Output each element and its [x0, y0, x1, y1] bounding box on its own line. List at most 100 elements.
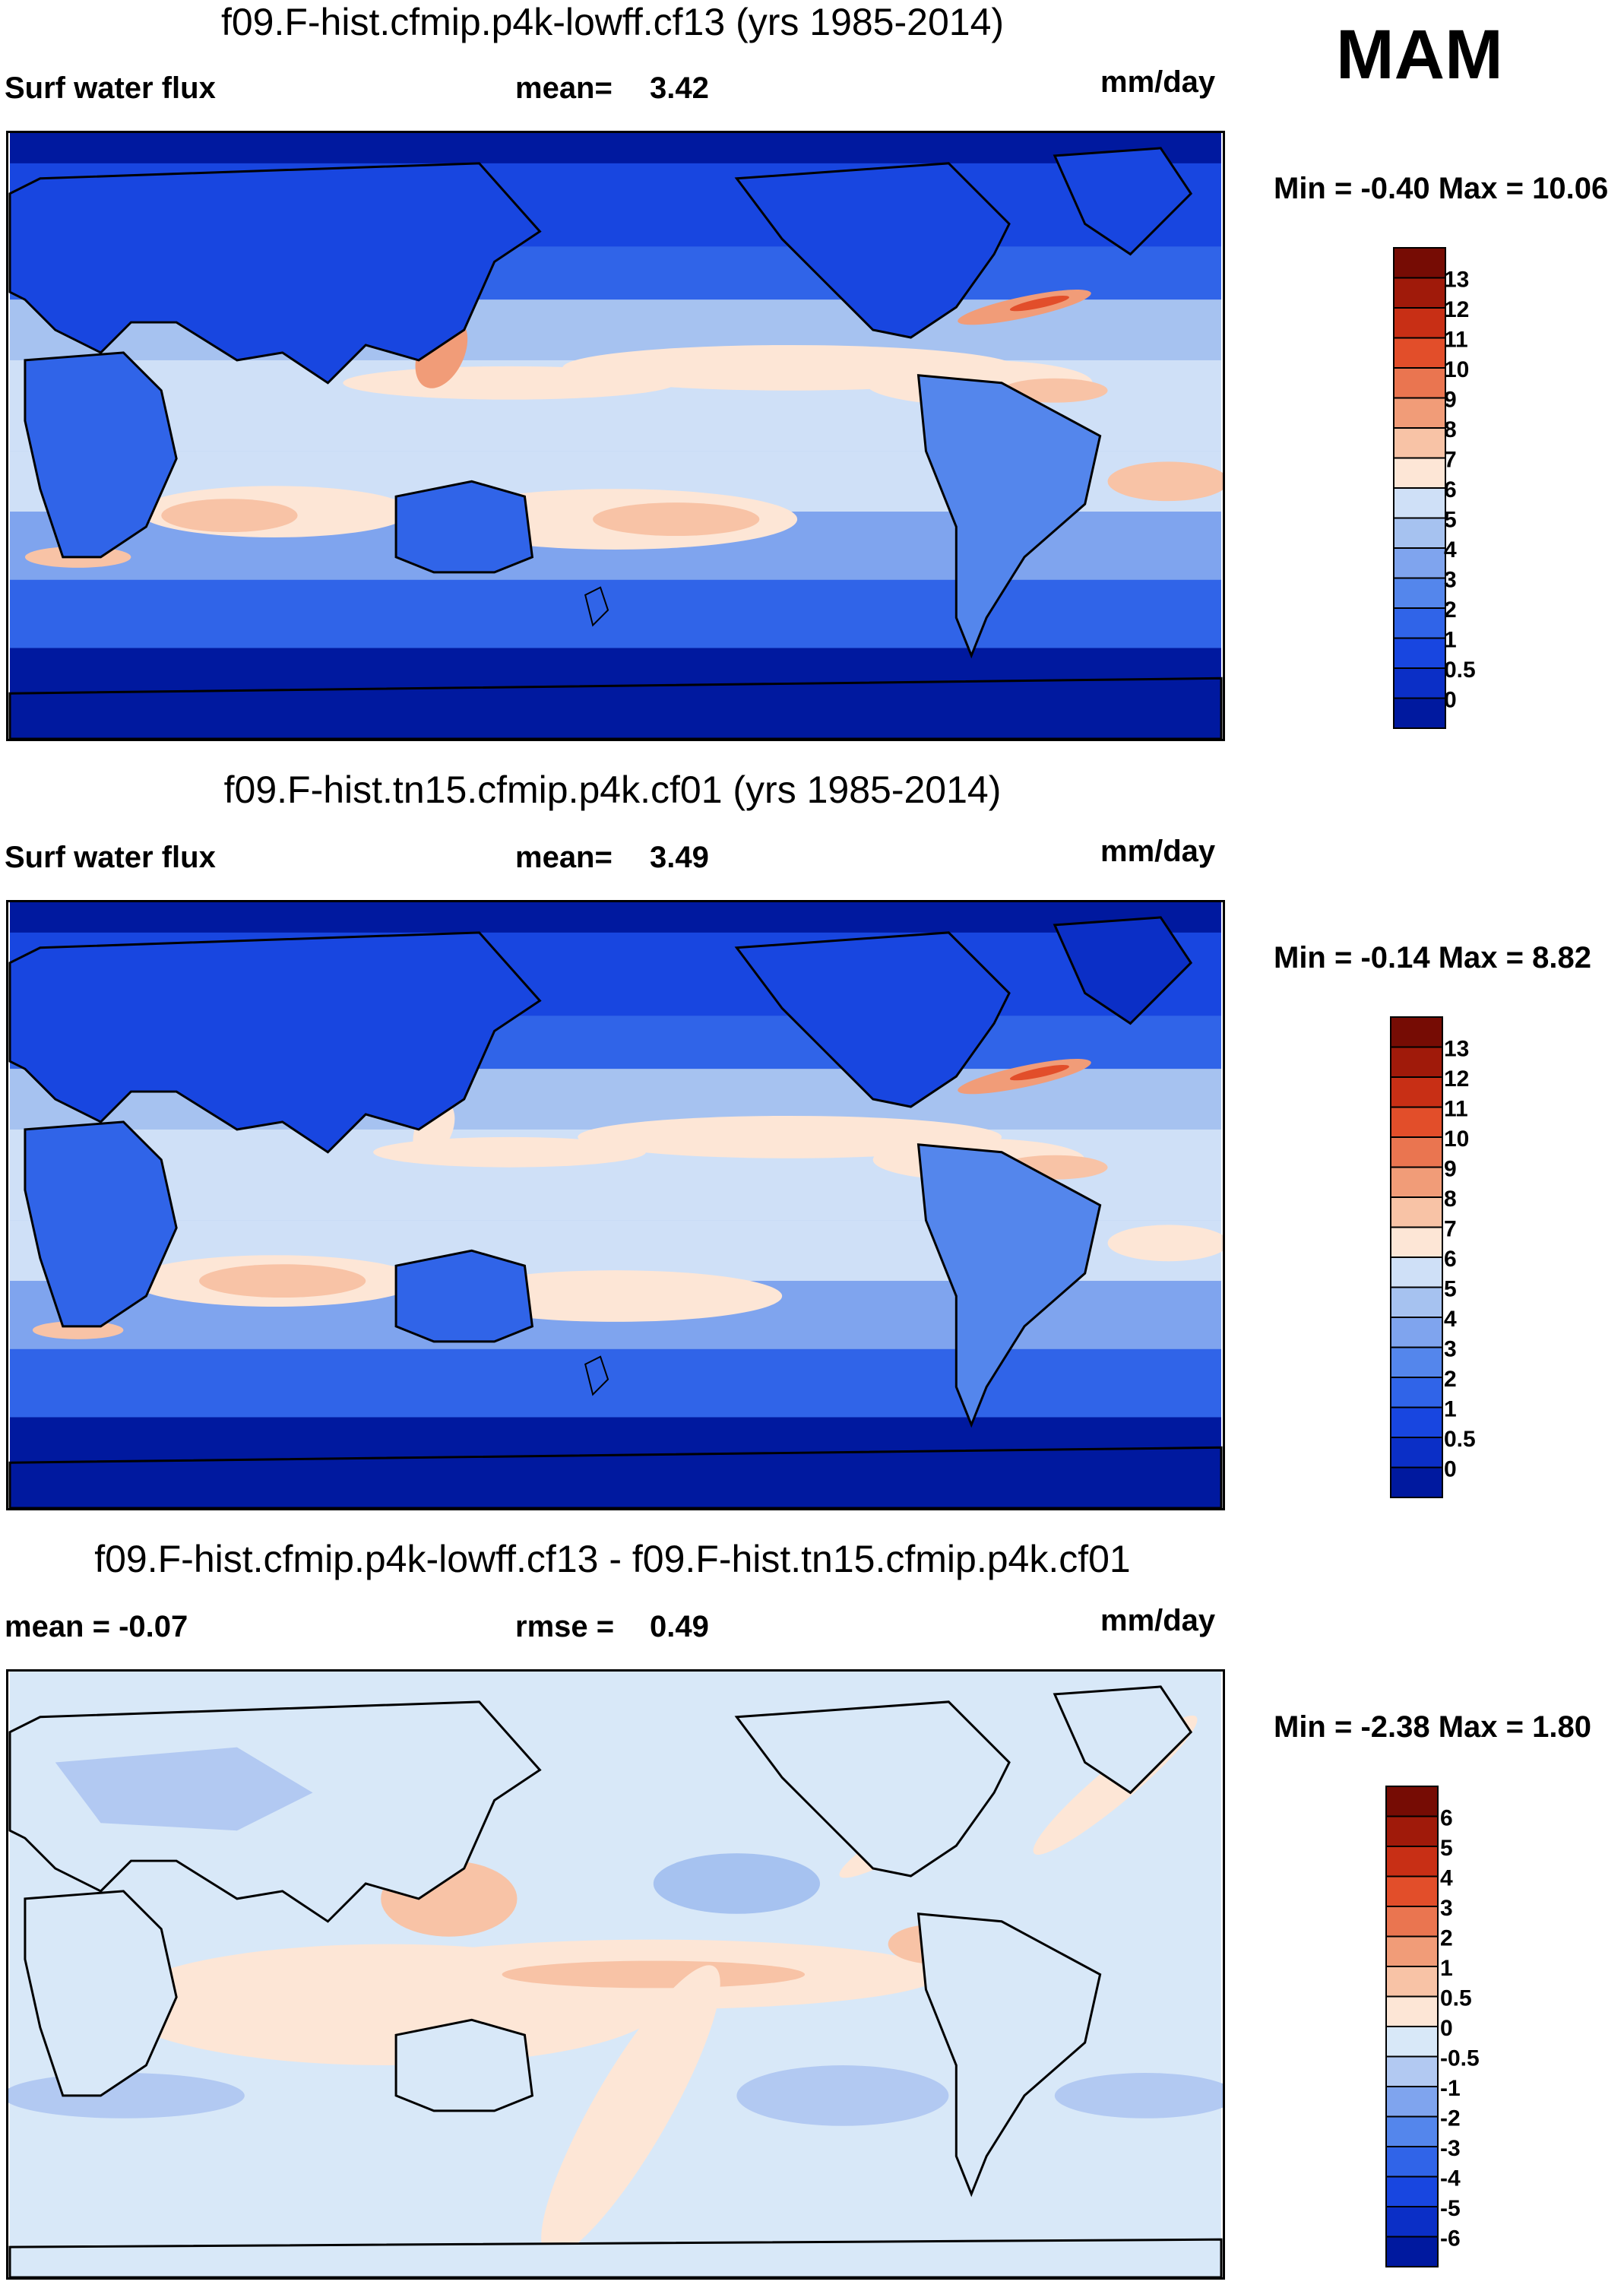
colorbar-tick-label: 2	[1444, 1367, 1457, 1392]
panel1-map	[6, 131, 1225, 741]
colorbar-box	[1390, 1226, 1443, 1258]
colorbar-box	[1393, 577, 1446, 609]
season-label: MAM	[1336, 16, 1503, 93]
colorbar-tick-label: 2	[1444, 597, 1457, 623]
colorbar-box	[1390, 1317, 1443, 1348]
colorbar-tick-label: 1	[1444, 1397, 1457, 1422]
colorbar-box	[1393, 457, 1446, 489]
panel1-title: f09.F-hist.cfmip.p4k-lowff.cf13 (yrs 198…	[220, 1, 1005, 43]
colorbar-tick-label: 5	[1444, 508, 1457, 533]
panel2-mean-value: 3.49	[650, 841, 709, 874]
colorbar-box	[1390, 1437, 1443, 1469]
colorbar-tick-label: 10	[1444, 357, 1469, 382]
colorbar-tick-label: 10	[1444, 1127, 1469, 1152]
panel3-rmse-label: rmse =	[515, 1610, 615, 1643]
colorbar-box	[1393, 337, 1446, 369]
colorbar-box	[1390, 1076, 1443, 1108]
colorbar-tick-label: -4	[1440, 2166, 1461, 2191]
colorbar-box	[1390, 1166, 1443, 1198]
colorbar-tick-label: -2	[1440, 2106, 1461, 2131]
panel1-mean-label: mean=	[515, 71, 613, 105]
colorbar-tick-label: 6	[1440, 1806, 1453, 1831]
colorbar-box	[1390, 1136, 1443, 1168]
colorbar-tick-label: 5	[1444, 1277, 1457, 1302]
colorbar-tick-label: 9	[1444, 388, 1457, 413]
panel3-units: mm/day	[1100, 1604, 1216, 1637]
colorbar-tick-label: 5	[1440, 1836, 1453, 1861]
colorbar-tick-label: 13	[1444, 268, 1469, 293]
colorbar-box	[1393, 517, 1446, 549]
colorbar-tick-label: 3	[1444, 568, 1457, 593]
colorbar-box	[1385, 2026, 1439, 2058]
colorbar-box	[1385, 1906, 1439, 1938]
colorbar-tick-label: 8	[1444, 417, 1457, 442]
colorbar-tick-label: 12	[1444, 297, 1469, 322]
colorbar-tick-label: -5	[1440, 2196, 1461, 2221]
colorbar-box	[1390, 1106, 1443, 1138]
colorbar-box	[1393, 427, 1446, 459]
panel1-mean-value: 3.42	[650, 71, 709, 105]
colorbar-tick-label: 4	[1440, 1866, 1453, 1891]
panel1-variable-label: Surf water flux	[5, 71, 216, 105]
colorbar-tick-label: 2	[1440, 1926, 1453, 1951]
colorbar-box	[1393, 667, 1446, 699]
colorbar-box	[1385, 1995, 1439, 2027]
colorbar-tick-label: 7	[1444, 448, 1457, 473]
colorbar-tick-label: 0	[1440, 2016, 1453, 2041]
colorbar-box	[1390, 1466, 1443, 1498]
panel2-min-max: Min = -0.14 Max = 8.82	[1274, 941, 1591, 974]
colorbar-box	[1385, 2146, 1439, 2178]
colorbar-tick-label: 8	[1444, 1187, 1457, 1212]
colorbar-box	[1390, 1256, 1443, 1288]
colorbar-tick-label: 7	[1444, 1217, 1457, 1242]
colorbar-tick-label: 0.5	[1444, 658, 1476, 683]
colorbar-tick-label: 12	[1444, 1066, 1469, 1092]
panel3-map	[6, 1669, 1225, 2280]
colorbar-tick-label: 6	[1444, 477, 1457, 502]
colorbar-tick-label: 3	[1440, 1896, 1453, 1921]
colorbar-box	[1390, 1406, 1443, 1438]
colorbar-tick-label: 0	[1444, 1457, 1457, 1482]
colorbar-box	[1385, 1846, 1439, 1878]
colorbar-box	[1393, 397, 1446, 429]
panel2-variable-label: Surf water flux	[5, 841, 216, 874]
colorbar-box	[1393, 247, 1446, 279]
colorbar-tick-label: -0.5	[1440, 2046, 1480, 2071]
colorbar-tick-label: 1	[1440, 1956, 1453, 1981]
panel3-min-max: Min = -2.38 Max = 1.80	[1274, 1710, 1591, 1744]
panel1-units: mm/day	[1100, 65, 1216, 99]
panel2-mean-label: mean=	[515, 841, 613, 874]
colorbar-tick-label: -3	[1440, 2136, 1461, 2161]
colorbar-box	[1390, 1346, 1443, 1378]
panel1-min-max: Min = -0.40 Max = 10.06	[1274, 172, 1609, 205]
colorbar-box	[1385, 2086, 1439, 2118]
colorbar-tick-label: 0.5	[1444, 1427, 1476, 1452]
colorbar-tick-label: 1	[1444, 628, 1457, 653]
colorbar-box	[1385, 1935, 1439, 1967]
colorbar-box	[1390, 1046, 1443, 1078]
colorbar-tick-label: 6	[1444, 1247, 1457, 1272]
colorbar-box	[1393, 697, 1446, 729]
colorbar-tick-label: 9	[1444, 1157, 1457, 1182]
colorbar-box	[1393, 607, 1446, 639]
colorbar-tick-label: 13	[1444, 1037, 1469, 1062]
colorbar-box	[1390, 1286, 1443, 1318]
colorbar-box	[1385, 1966, 1439, 1998]
colorbar-tick-label: -1	[1440, 2076, 1461, 2101]
colorbar-box	[1385, 2206, 1439, 2238]
colorbar-box	[1393, 277, 1446, 309]
colorbar-box	[1385, 2236, 1439, 2267]
colorbar-tick-label: 4	[1444, 537, 1457, 562]
panel3-mean-label: mean = -0.07	[5, 1610, 188, 1643]
colorbar-tick-label: 3	[1444, 1337, 1457, 1362]
colorbar-tick-label: 11	[1444, 328, 1468, 353]
colorbar-box	[1385, 1786, 1439, 1817]
colorbar-box	[1390, 1196, 1443, 1228]
panel3-title: f09.F-hist.cfmip.p4k-lowff.cf13 - f09.F-…	[94, 1538, 1131, 1580]
colorbar-box	[1393, 307, 1446, 339]
colorbar-tick-label: 0	[1444, 688, 1457, 713]
panel2-map	[6, 900, 1225, 1510]
colorbar-box	[1390, 1016, 1443, 1048]
colorbar-box	[1385, 1875, 1439, 1907]
colorbar-box	[1385, 1815, 1439, 1847]
